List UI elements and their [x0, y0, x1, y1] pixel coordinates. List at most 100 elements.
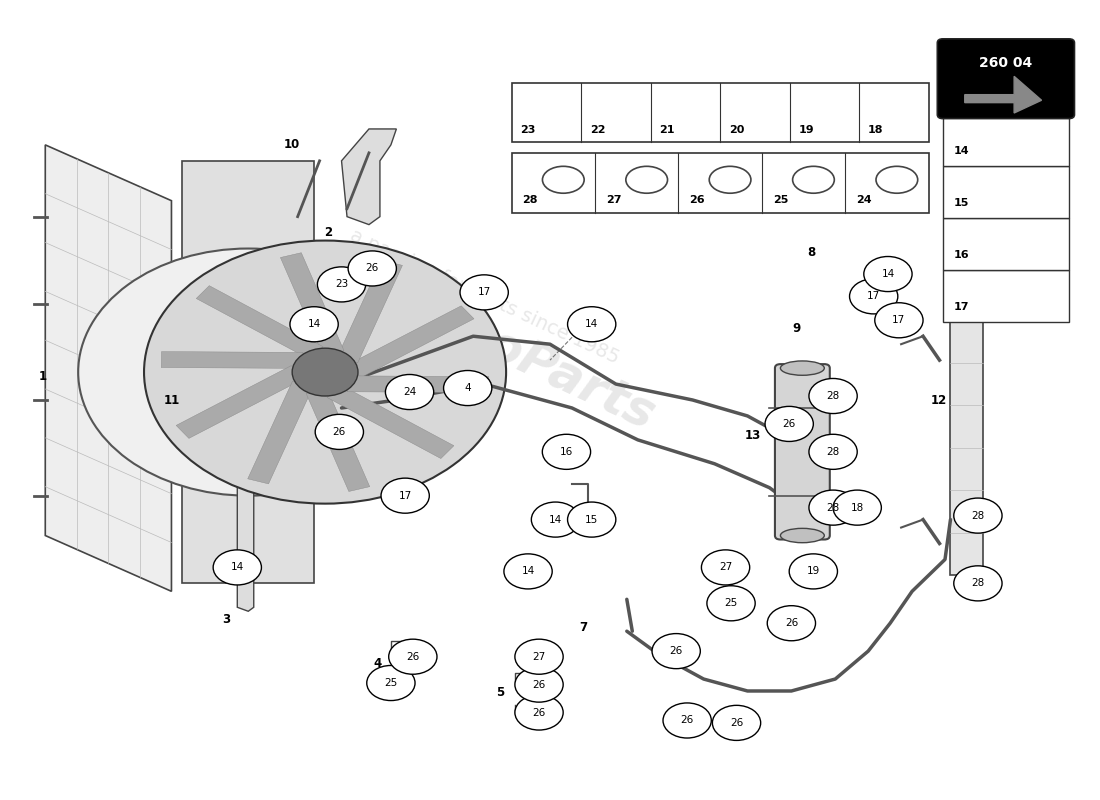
- Circle shape: [663, 703, 712, 738]
- Text: 26: 26: [784, 618, 798, 628]
- Text: 2: 2: [324, 226, 332, 239]
- Bar: [512, 153, 928, 213]
- Text: 8: 8: [807, 246, 815, 259]
- Text: 5: 5: [672, 712, 680, 726]
- Circle shape: [504, 554, 552, 589]
- Circle shape: [515, 639, 563, 674]
- Circle shape: [381, 478, 429, 514]
- Text: 23: 23: [520, 125, 536, 135]
- Circle shape: [833, 490, 881, 525]
- Bar: [943, 218, 1069, 270]
- Text: 27: 27: [532, 652, 546, 662]
- Bar: [943, 114, 1069, 166]
- Circle shape: [443, 370, 492, 406]
- Polygon shape: [950, 320, 983, 575]
- Text: 25: 25: [725, 598, 738, 608]
- Circle shape: [213, 550, 262, 585]
- Text: 12: 12: [931, 394, 946, 406]
- Text: 17: 17: [398, 490, 411, 501]
- Text: euroParts: euroParts: [394, 281, 662, 440]
- FancyArrow shape: [346, 306, 474, 378]
- Text: 22: 22: [590, 125, 605, 135]
- Text: 14: 14: [231, 562, 244, 573]
- Text: 4: 4: [374, 657, 382, 670]
- Text: 26: 26: [730, 718, 744, 728]
- Text: 28: 28: [522, 195, 538, 205]
- FancyArrow shape: [176, 366, 304, 438]
- Circle shape: [707, 586, 756, 621]
- Text: 13: 13: [745, 430, 761, 442]
- Polygon shape: [341, 129, 396, 225]
- Polygon shape: [183, 161, 315, 583]
- Ellipse shape: [780, 528, 824, 542]
- Circle shape: [318, 267, 365, 302]
- Text: 17: 17: [867, 291, 880, 302]
- Text: 15: 15: [954, 198, 969, 208]
- Circle shape: [293, 348, 358, 396]
- Circle shape: [348, 251, 396, 286]
- Circle shape: [652, 634, 701, 669]
- Text: 28: 28: [971, 510, 984, 521]
- Text: 27: 27: [606, 195, 621, 205]
- Circle shape: [808, 490, 857, 525]
- Ellipse shape: [341, 324, 440, 420]
- Text: 25: 25: [772, 195, 788, 205]
- Circle shape: [460, 275, 508, 310]
- Circle shape: [713, 706, 761, 741]
- Text: 14: 14: [585, 319, 598, 330]
- Text: 23: 23: [334, 279, 349, 290]
- Circle shape: [385, 374, 433, 410]
- Text: 28: 28: [826, 502, 839, 513]
- Circle shape: [568, 306, 616, 342]
- Text: 25: 25: [384, 678, 397, 688]
- Circle shape: [954, 566, 1002, 601]
- FancyArrow shape: [280, 253, 344, 355]
- Text: 14: 14: [308, 319, 321, 330]
- Circle shape: [290, 306, 338, 342]
- Circle shape: [531, 502, 580, 537]
- Text: 27: 27: [719, 562, 733, 573]
- Text: 18: 18: [850, 502, 864, 513]
- Circle shape: [542, 434, 591, 470]
- Circle shape: [78, 249, 418, 496]
- Circle shape: [766, 406, 813, 442]
- Text: a passion for parts since 1985: a passion for parts since 1985: [346, 226, 622, 367]
- Text: 26: 26: [681, 715, 694, 726]
- Polygon shape: [45, 145, 172, 591]
- Ellipse shape: [780, 361, 824, 375]
- Text: 26: 26: [670, 646, 683, 656]
- Text: 16: 16: [954, 250, 969, 260]
- Text: 26: 26: [782, 419, 795, 429]
- Text: 9: 9: [793, 322, 801, 334]
- Text: 26: 26: [406, 652, 419, 662]
- Text: 26: 26: [332, 427, 346, 437]
- Circle shape: [808, 378, 857, 414]
- Circle shape: [388, 639, 437, 674]
- FancyArrow shape: [248, 382, 314, 484]
- FancyArrow shape: [337, 260, 403, 363]
- Circle shape: [515, 695, 563, 730]
- FancyArrow shape: [196, 286, 323, 359]
- Text: 14: 14: [549, 514, 562, 525]
- Circle shape: [366, 666, 415, 701]
- Text: 18: 18: [868, 125, 883, 135]
- FancyBboxPatch shape: [774, 364, 829, 539]
- Text: 4: 4: [464, 383, 471, 393]
- Text: 19: 19: [806, 566, 820, 577]
- Text: 26: 26: [532, 707, 546, 718]
- Text: 7: 7: [579, 621, 587, 634]
- FancyArrow shape: [162, 352, 302, 368]
- Text: 28: 28: [826, 447, 839, 457]
- FancyArrow shape: [348, 376, 488, 393]
- Circle shape: [808, 434, 857, 470]
- Circle shape: [767, 606, 815, 641]
- Text: 17: 17: [954, 302, 969, 312]
- FancyArrow shape: [327, 385, 454, 458]
- Text: 10: 10: [284, 138, 300, 151]
- Text: 20: 20: [729, 125, 745, 135]
- Text: 14: 14: [881, 269, 894, 279]
- Text: 3: 3: [222, 613, 230, 626]
- Circle shape: [874, 302, 923, 338]
- Circle shape: [515, 667, 563, 702]
- Bar: [512, 82, 928, 142]
